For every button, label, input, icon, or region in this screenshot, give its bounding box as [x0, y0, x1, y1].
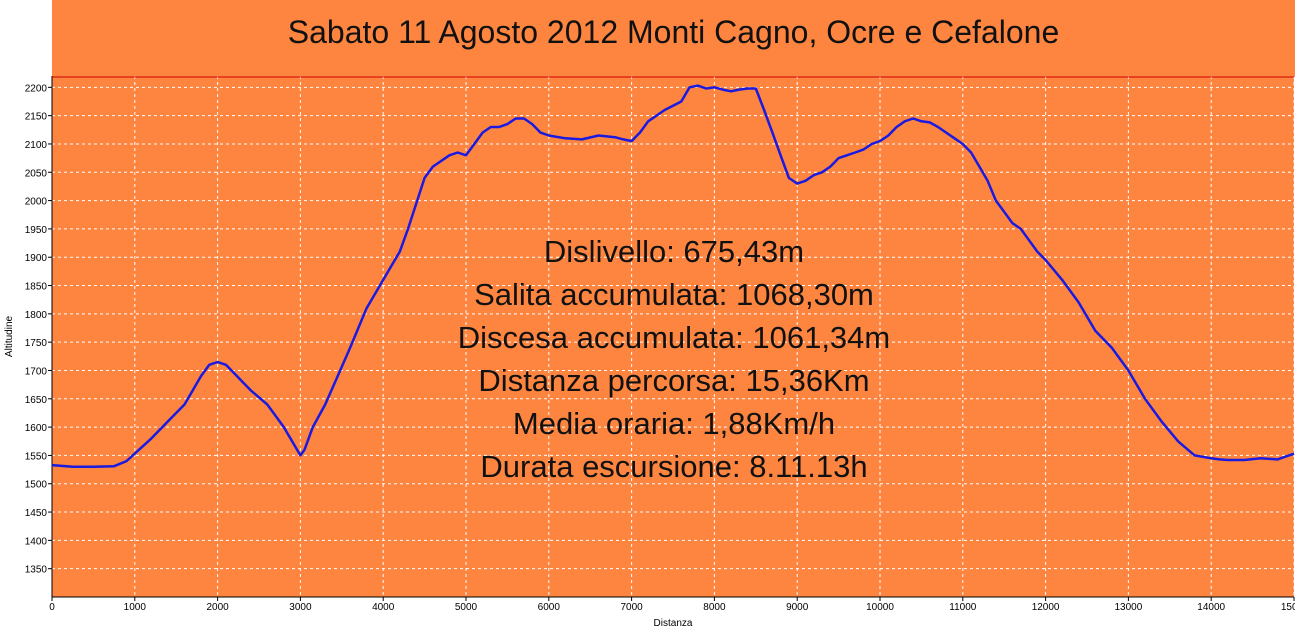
stat-media: Media oraria: 1,88Km/h [512, 406, 836, 441]
y-tick-label: 1750 [25, 338, 48, 349]
y-tick-label: 1500 [25, 480, 48, 491]
y-tick-label: 1900 [25, 253, 48, 264]
y-tick-label: 1450 [25, 508, 48, 519]
y-tick-label: 2200 [25, 83, 48, 94]
x-tick-label: 1000 [124, 602, 147, 613]
y-tick-label: 1600 [25, 423, 48, 434]
x-tick-label: 8000 [703, 602, 726, 613]
y-tick-label: 1650 [25, 395, 48, 406]
chart-title-bar: Sabato 11 Agosto 2012 Monti Cagno, Ocre … [52, 0, 1295, 77]
y-tick-label: 1800 [25, 310, 48, 321]
y-tick-label: 2100 [25, 140, 48, 151]
x-tick-label: 7000 [620, 602, 643, 613]
stat-durata: Durata escursione: 8.11.13h [480, 449, 868, 484]
x-tick-label: 3000 [289, 602, 312, 613]
y-axis-label: Altitudine [4, 315, 15, 357]
x-tick-label: 14000 [1197, 602, 1225, 613]
y-tick-label: 1550 [25, 451, 48, 462]
plot-area [52, 76, 1294, 597]
y-tick-label: 1400 [25, 536, 48, 547]
y-tick-label: 2050 [25, 168, 48, 179]
chart-title: Sabato 11 Agosto 2012 Monti Cagno, Ocre … [287, 14, 1060, 50]
x-tick-label: 0 [49, 602, 55, 613]
x-tick-label: 2000 [206, 602, 229, 613]
y-tick-label: 1350 [25, 565, 48, 576]
x-axis-label: Distanza [654, 618, 693, 629]
elevation-profile-line [51, 84, 1295, 469]
y-tick-label: 1850 [25, 282, 48, 293]
stats-panel: Dislivello: 675,43m Salita accumulata: 1… [422, 230, 926, 488]
x-tick-label: 9000 [786, 602, 809, 613]
x-tick-label: 5000 [455, 602, 478, 613]
y-tick-label: 2000 [25, 197, 48, 208]
x-tick-label: 13000 [1114, 602, 1142, 613]
x-tick-label: 4000 [372, 602, 395, 613]
y-tick-label: 2150 [25, 112, 48, 123]
y-tick-label: 1700 [25, 366, 48, 377]
x-tick-label: 12000 [1032, 602, 1060, 613]
stat-salita: Salita accumulata: 1068,30m [474, 277, 874, 312]
stat-dislivello: Dislivello: 675,43m [543, 234, 805, 269]
x-tick-label: 11000 [949, 602, 977, 613]
stat-discesa: Discesa accumulata: 1061,34m [457, 320, 891, 355]
x-tick-label: 6000 [538, 602, 561, 613]
stat-distanza: Distanza percorsa: 15,36Km [478, 363, 870, 398]
x-tick-label: 10000 [866, 602, 894, 613]
y-tick-label: 1950 [25, 225, 48, 236]
x-tick-label: 1500 [1281, 602, 1295, 613]
